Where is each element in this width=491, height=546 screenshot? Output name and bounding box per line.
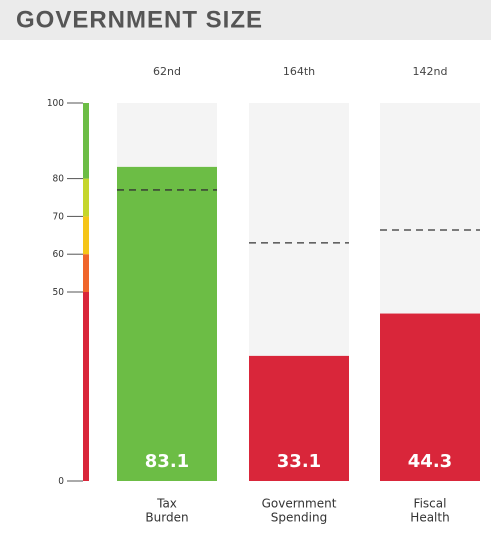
value-label: 44.3 [408, 451, 452, 472]
scale-segment [83, 178, 89, 217]
y-tick-label: 70 [53, 211, 65, 222]
bar [117, 166, 217, 481]
x-tick-label: Burden [145, 511, 188, 525]
x-tick-label: Health [410, 511, 449, 525]
rank-label: 142nd [413, 65, 448, 78]
scale-segment [83, 254, 89, 292]
header-band [0, 0, 491, 40]
y-tick-label: 100 [47, 98, 64, 109]
x-tick-label: Government [262, 497, 337, 511]
y-tick-label: 60 [53, 249, 65, 260]
rank-label: 164th [283, 65, 315, 78]
x-tick-label: Fiscal [414, 497, 447, 511]
scale-segment [83, 292, 89, 481]
y-tick-label: 0 [58, 476, 64, 487]
scale-segment [83, 103, 89, 179]
bar [249, 355, 349, 481]
x-tick-label: Spending [271, 511, 327, 525]
chart-title: GOVERNMENT SIZE [16, 6, 263, 33]
y-tick-label: 80 [53, 174, 65, 185]
value-label: 83.1 [145, 451, 189, 472]
x-tick-label: Tax [156, 497, 177, 511]
y-tick-label: 50 [53, 287, 65, 298]
rank-label: 62nd [153, 65, 181, 78]
value-label: 33.1 [277, 451, 321, 472]
scale-segment [83, 216, 89, 255]
bar [380, 313, 480, 481]
